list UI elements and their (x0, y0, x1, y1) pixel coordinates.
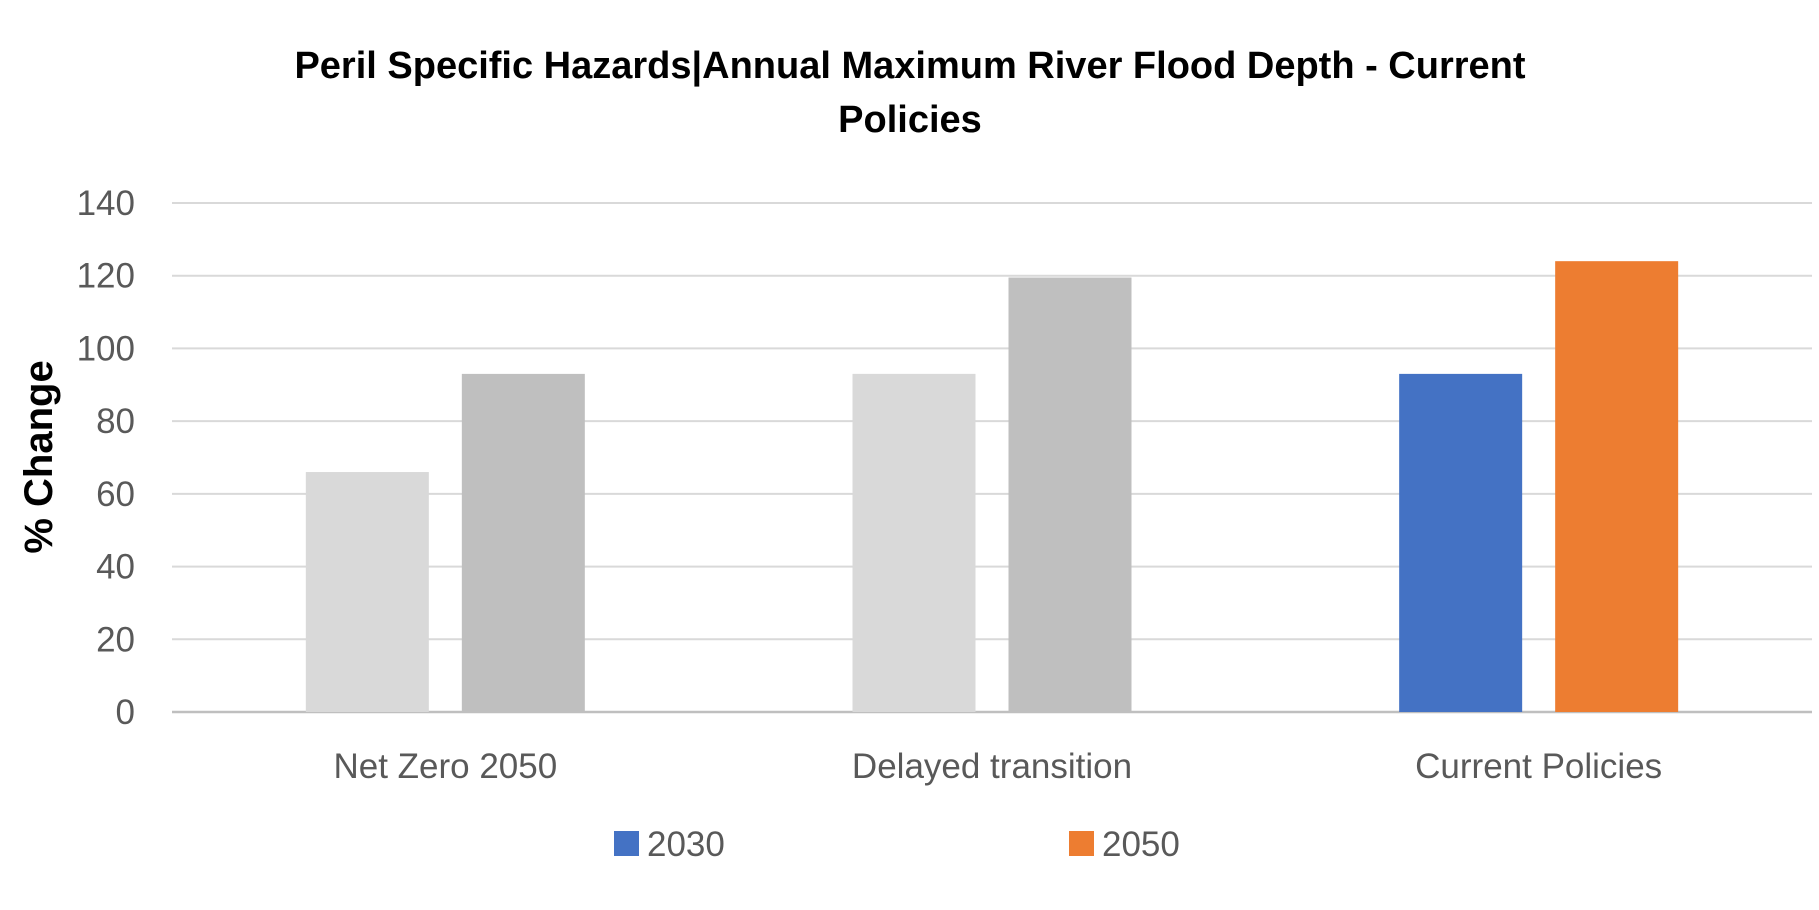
bar-2050-2 (1555, 261, 1679, 712)
y-tick-label: 60 (96, 475, 135, 514)
bar-2030-0 (305, 472, 429, 712)
y-tick-label: 140 (77, 184, 135, 223)
legend: 2030 2050 (614, 825, 1180, 864)
y-tick-label: 20 (96, 620, 135, 659)
legend-swatch-2050 (1069, 831, 1094, 856)
gridlines (172, 202, 1812, 714)
x-axis-categories: Net Zero 2050 Delayed transition Current P… (333, 747, 1662, 786)
legend-label: 2050 (1102, 825, 1180, 864)
bar-2050-1 (1008, 277, 1132, 712)
legend-swatch-2030 (614, 831, 639, 856)
bar-2030-2 (1399, 373, 1523, 712)
y-axis-label: % Change (17, 360, 61, 553)
y-tick-label: 100 (77, 329, 135, 368)
chart-title: Peril Specific Hazards|Annual Maximum Ri… (294, 45, 1525, 141)
x-category-label: Delayed transition (852, 747, 1132, 786)
legend-label: 2030 (647, 825, 725, 864)
x-category-label: Current Policies (1415, 747, 1662, 786)
y-axis-ticks: 0 20 40 60 80 100 120 140 (77, 184, 135, 732)
bar-2030-1 (852, 373, 976, 712)
y-tick-label: 0 (116, 693, 135, 732)
chart-title-line-1: Peril Specific Hazards|Annual Maximum Ri… (294, 45, 1525, 87)
bar-2050-0 (461, 373, 585, 712)
y-tick-label: 120 (77, 257, 135, 296)
x-category-label: Net Zero 2050 (333, 747, 557, 786)
bars (305, 261, 1679, 712)
y-tick-label: 80 (96, 402, 135, 441)
y-tick-label: 40 (96, 548, 135, 587)
chart-title-line-2: Policies (838, 99, 982, 141)
